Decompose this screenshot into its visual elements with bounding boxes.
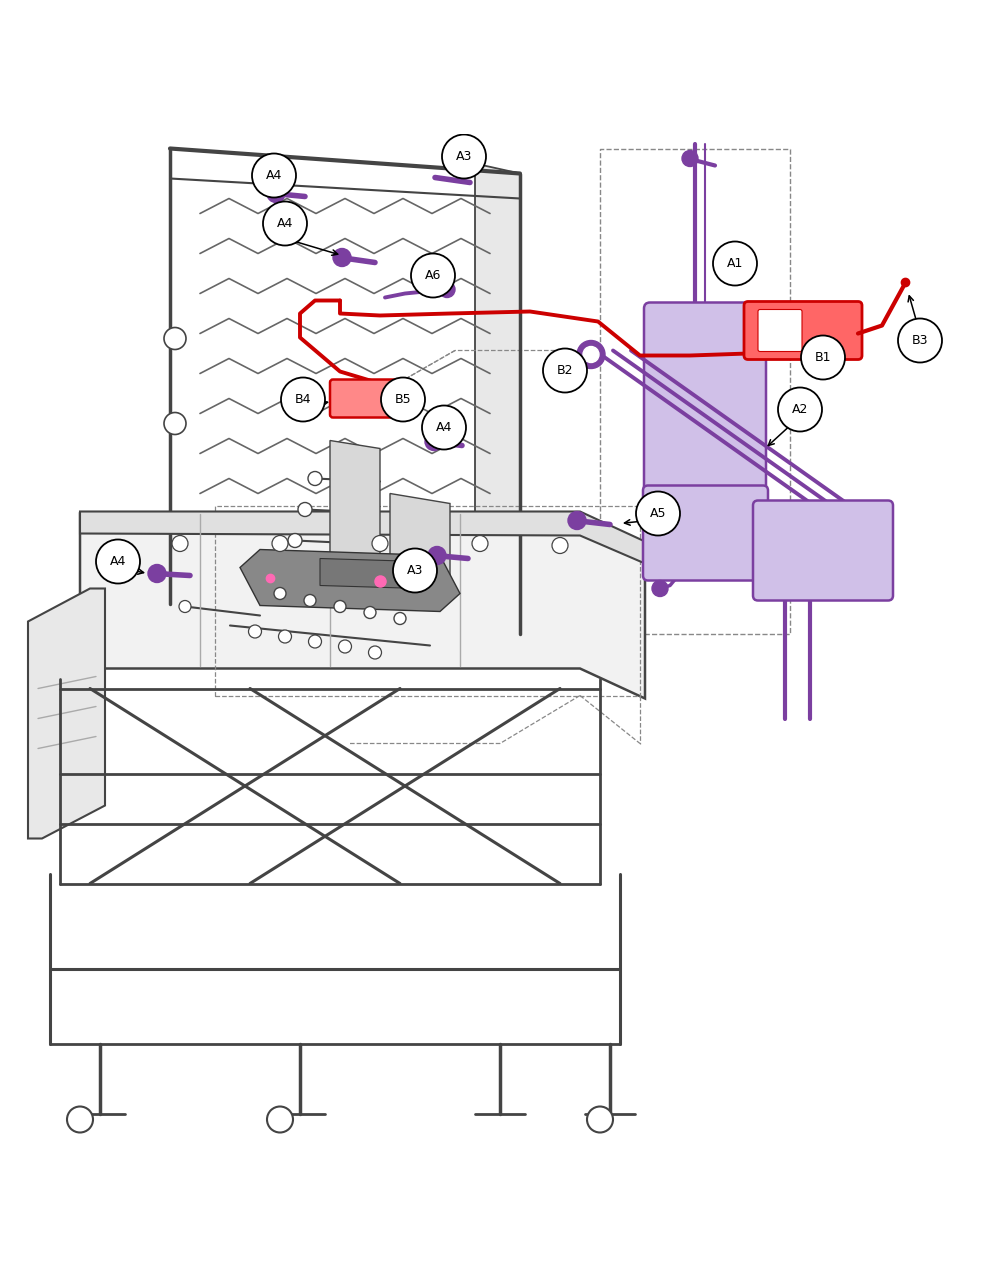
- Text: A4: A4: [277, 217, 293, 231]
- Circle shape: [67, 1106, 93, 1133]
- Circle shape: [334, 601, 346, 612]
- Text: A4: A4: [266, 169, 282, 182]
- Polygon shape: [80, 513, 645, 698]
- Circle shape: [278, 630, 292, 642]
- Circle shape: [368, 646, 382, 659]
- Text: A3: A3: [456, 150, 472, 163]
- Circle shape: [577, 341, 605, 369]
- Circle shape: [636, 492, 680, 536]
- Circle shape: [472, 536, 488, 551]
- Text: A4: A4: [436, 421, 452, 435]
- Polygon shape: [28, 588, 105, 839]
- Circle shape: [381, 378, 425, 422]
- Circle shape: [364, 607, 376, 618]
- Circle shape: [288, 533, 302, 547]
- Circle shape: [568, 512, 586, 530]
- Circle shape: [393, 549, 437, 593]
- Text: B3: B3: [912, 334, 928, 347]
- Circle shape: [304, 594, 316, 607]
- Polygon shape: [390, 494, 450, 588]
- Circle shape: [164, 327, 186, 350]
- FancyBboxPatch shape: [643, 485, 768, 580]
- Circle shape: [422, 405, 466, 450]
- FancyBboxPatch shape: [744, 302, 862, 360]
- Text: A6: A6: [425, 269, 441, 283]
- Circle shape: [272, 536, 288, 551]
- Text: A4: A4: [110, 555, 126, 568]
- Polygon shape: [80, 512, 645, 564]
- FancyBboxPatch shape: [758, 309, 802, 351]
- Circle shape: [682, 151, 698, 166]
- Circle shape: [274, 588, 286, 599]
- Circle shape: [583, 346, 599, 362]
- Circle shape: [442, 134, 486, 179]
- Circle shape: [281, 378, 325, 422]
- Polygon shape: [240, 550, 460, 612]
- Circle shape: [308, 635, 322, 647]
- Circle shape: [425, 432, 443, 451]
- Circle shape: [428, 546, 446, 565]
- Circle shape: [552, 537, 568, 554]
- Text: A5: A5: [650, 507, 666, 519]
- Circle shape: [652, 580, 668, 597]
- Circle shape: [439, 281, 455, 298]
- Polygon shape: [475, 163, 520, 644]
- Circle shape: [148, 565, 166, 583]
- Text: B1: B1: [815, 351, 831, 364]
- FancyBboxPatch shape: [644, 303, 766, 504]
- Text: B4: B4: [295, 393, 311, 405]
- Text: A1: A1: [727, 257, 743, 270]
- Circle shape: [252, 153, 296, 198]
- Circle shape: [333, 248, 351, 266]
- Circle shape: [267, 1106, 293, 1133]
- Circle shape: [801, 336, 845, 380]
- Circle shape: [713, 242, 757, 285]
- Circle shape: [172, 536, 188, 551]
- FancyBboxPatch shape: [753, 500, 893, 601]
- Polygon shape: [320, 559, 420, 588]
- Circle shape: [543, 348, 587, 393]
- Circle shape: [898, 318, 942, 362]
- Circle shape: [778, 388, 822, 432]
- Circle shape: [164, 413, 186, 435]
- Polygon shape: [330, 441, 380, 576]
- Text: B2: B2: [557, 364, 573, 378]
- Circle shape: [411, 253, 455, 298]
- Circle shape: [338, 640, 352, 653]
- Circle shape: [298, 503, 312, 517]
- Text: A2: A2: [792, 403, 808, 416]
- FancyBboxPatch shape: [330, 380, 404, 418]
- Circle shape: [308, 471, 322, 485]
- Text: A3: A3: [407, 564, 423, 576]
- Circle shape: [263, 201, 307, 246]
- Circle shape: [96, 540, 140, 584]
- Circle shape: [394, 612, 406, 625]
- Circle shape: [248, 625, 262, 639]
- Circle shape: [587, 1106, 613, 1133]
- Circle shape: [372, 536, 388, 551]
- Circle shape: [267, 185, 285, 203]
- Circle shape: [179, 601, 191, 612]
- Text: B5: B5: [395, 393, 411, 405]
